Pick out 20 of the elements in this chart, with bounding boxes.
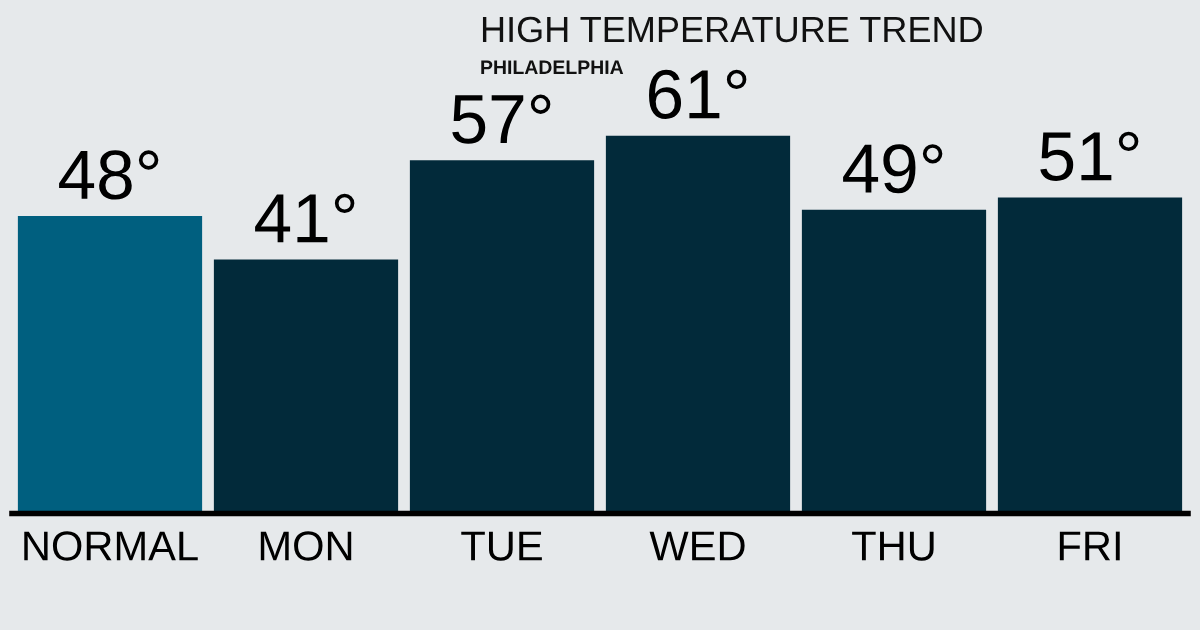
- bar: [997, 197, 1183, 514]
- data-label: 57°: [452, 94, 551, 144]
- bar: [17, 216, 203, 514]
- bar: [213, 259, 399, 514]
- x-tick-label: MON: [260, 531, 352, 561]
- chart-title: HIGH TEMPERATURE TREND: [482, 16, 982, 43]
- x-tick-label: THU: [852, 531, 934, 561]
- data-label: 49°: [843, 144, 943, 194]
- x-tick-label: FRI: [1059, 531, 1120, 561]
- data-label: 61°: [649, 69, 747, 119]
- x-tick-label: TUE: [461, 531, 542, 561]
- chart-subtitle: PHILADELPHIA: [481, 60, 624, 74]
- bar: [801, 209, 987, 514]
- x-tick-label: WED: [649, 531, 745, 561]
- x-tick-label: NORMAL: [24, 531, 198, 561]
- bar: [409, 160, 595, 514]
- data-label: 51°: [1040, 131, 1139, 181]
- data-label: 48°: [59, 150, 159, 200]
- bar: [605, 135, 791, 514]
- data-label: 41°: [255, 193, 355, 243]
